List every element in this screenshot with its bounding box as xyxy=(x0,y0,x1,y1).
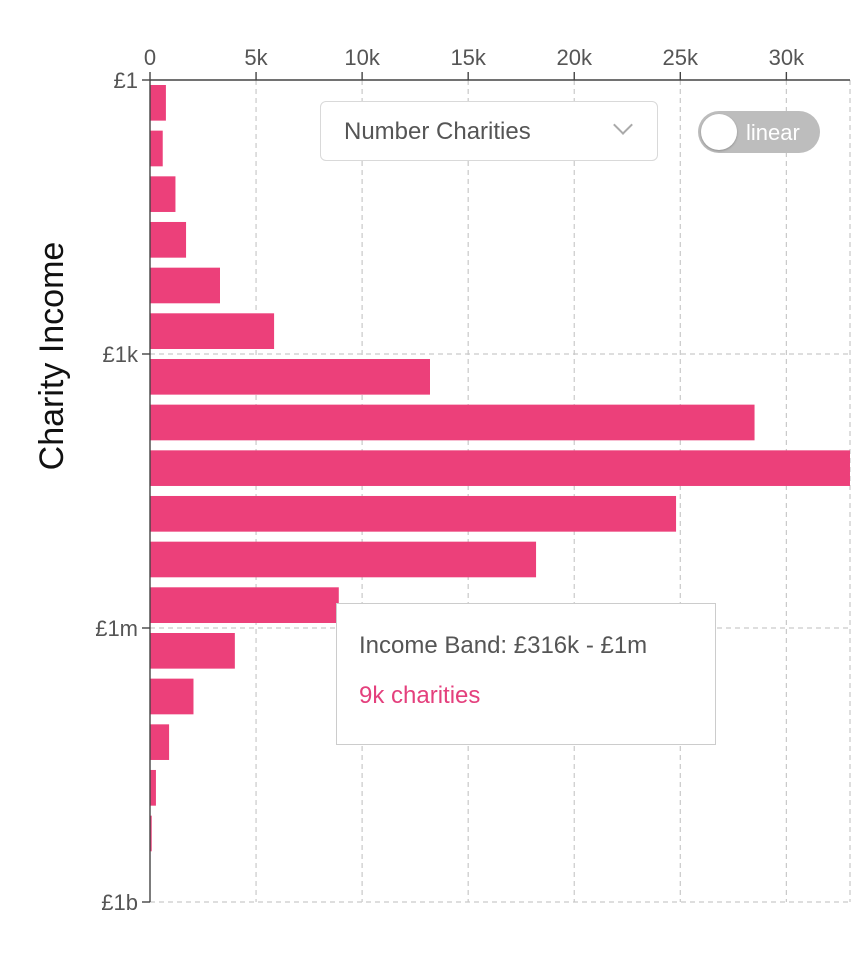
bar xyxy=(150,724,170,760)
x-tick-label: 30k xyxy=(769,45,805,70)
bar xyxy=(150,359,430,395)
bar xyxy=(150,541,537,578)
bar xyxy=(150,633,235,669)
x-tick-label: 25k xyxy=(663,45,699,70)
x-tick-label: 5k xyxy=(244,45,268,70)
x-tick-label: 10k xyxy=(344,45,380,70)
chevron-down-icon xyxy=(613,115,633,135)
bar xyxy=(150,313,275,349)
scale-toggle[interactable]: linear xyxy=(698,111,820,153)
y-tick-label: £1 xyxy=(114,68,138,93)
tooltip-value: 9k charities xyxy=(359,682,481,709)
bar xyxy=(150,221,187,258)
bar xyxy=(150,495,677,532)
bar xyxy=(150,130,163,167)
y-tick-label: £1m xyxy=(95,616,138,641)
x-tick-label: 0 xyxy=(144,45,156,70)
bar xyxy=(150,587,339,623)
bar xyxy=(150,176,176,212)
bar xyxy=(150,815,152,852)
metric-select-value: Number Charities xyxy=(344,118,531,145)
bar xyxy=(150,404,755,441)
y-axis-title: Charity Income xyxy=(33,242,71,471)
bar xyxy=(150,267,220,304)
tooltip: Income Band: £316k - £1m 9k charities xyxy=(336,603,716,745)
tooltip-title: Income Band: £316k - £1m xyxy=(359,632,648,659)
x-tick-label: 15k xyxy=(450,45,486,70)
metric-select[interactable]: Number Charities xyxy=(320,101,658,161)
bar xyxy=(150,450,850,486)
bar xyxy=(150,769,156,806)
y-tick-label: £1b xyxy=(101,890,138,915)
scale-toggle-label: linear xyxy=(746,120,800,145)
toggle-knob xyxy=(701,114,737,150)
y-tick-label: £1k xyxy=(103,342,139,367)
x-tick-label: 20k xyxy=(557,45,593,70)
bar xyxy=(150,678,194,715)
bar xyxy=(150,85,166,121)
